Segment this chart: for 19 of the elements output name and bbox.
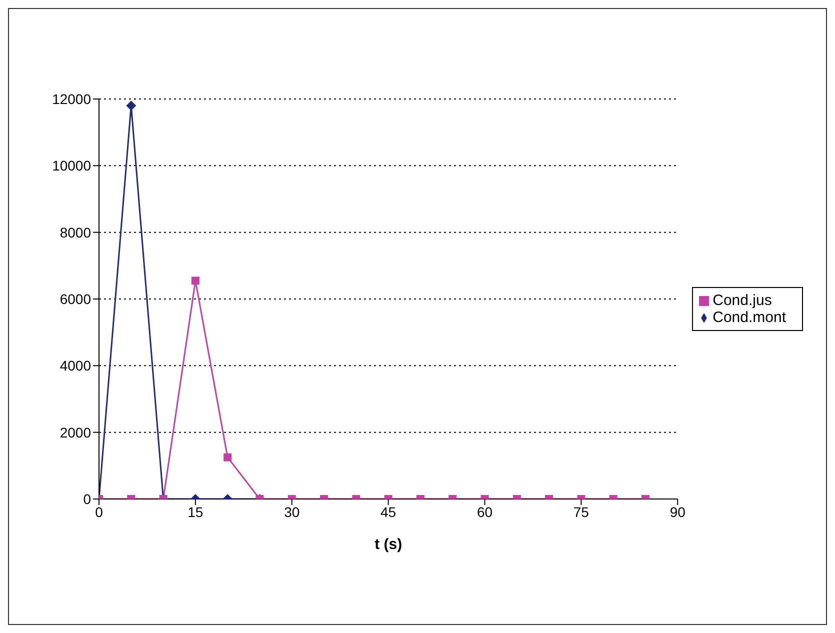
point <box>126 100 136 111</box>
point <box>191 276 200 285</box>
y-tick-label: 4000 <box>60 358 92 374</box>
x-tick-label: 60 <box>476 504 493 520</box>
y-tick-label: 0 <box>83 490 92 507</box>
y-tick-label: 10000 <box>52 158 92 174</box>
x-tick-label: 15 <box>188 504 204 520</box>
y-tick-label: 6000 <box>60 290 92 307</box>
x-tick-label: 0 <box>95 504 104 520</box>
y-tick-label: 12000 <box>52 90 92 107</box>
y-tick-label: 2000 <box>60 424 92 440</box>
x-tick-label: 30 <box>284 504 300 520</box>
legend-label: Cond.jus <box>712 292 772 309</box>
x-tick-label: 75 <box>573 504 590 520</box>
legend-label: Cond.mont <box>712 309 786 326</box>
y-tick-label: 8000 <box>60 224 92 240</box>
x-tick-label: 90 <box>670 504 686 520</box>
x-tick-label: 45 <box>380 504 396 520</box>
x-axis-title: t (s) <box>374 536 402 553</box>
